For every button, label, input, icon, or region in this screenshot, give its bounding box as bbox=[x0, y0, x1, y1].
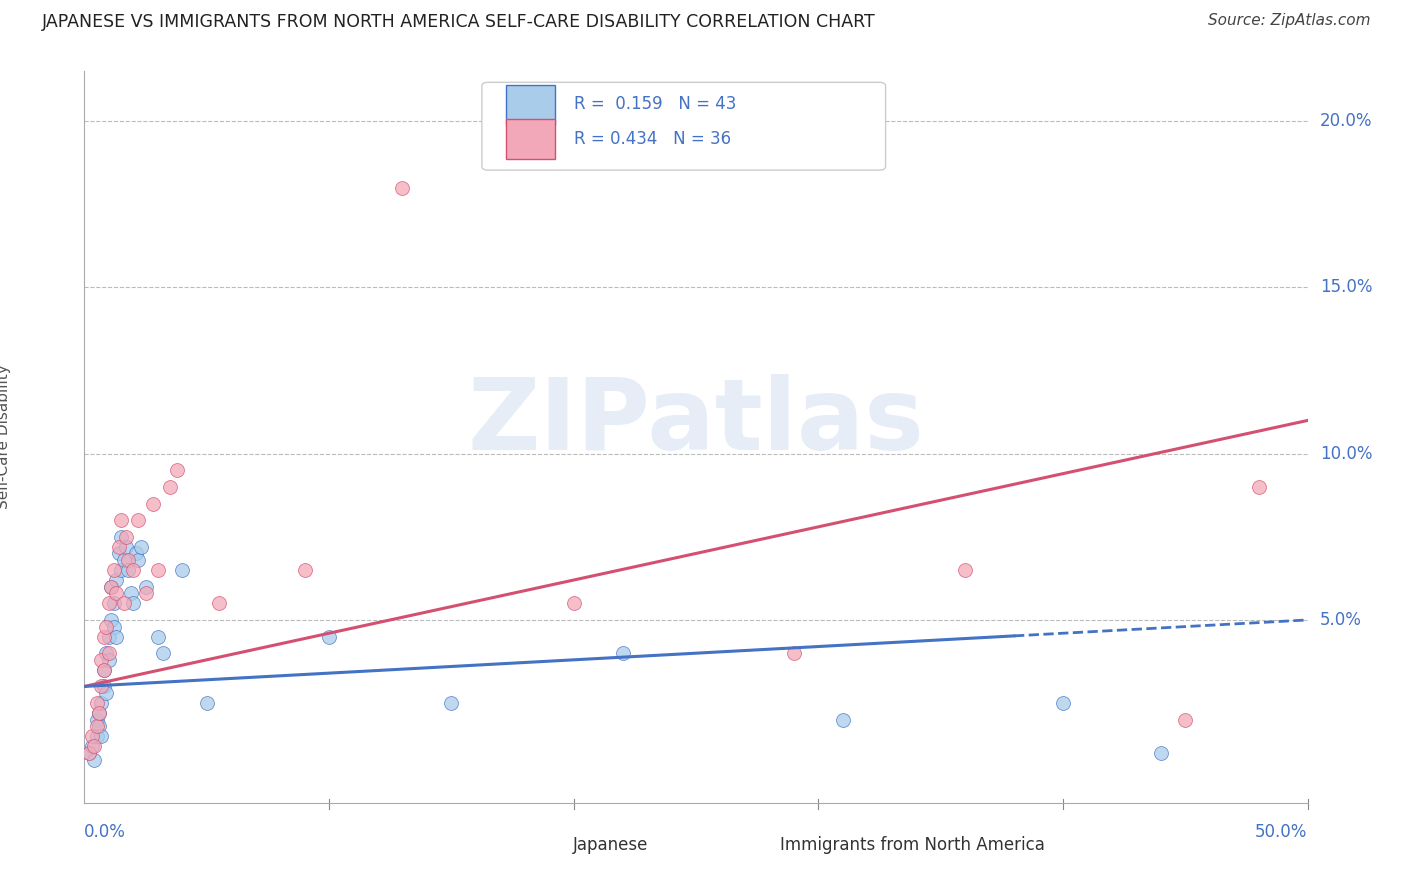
Bar bbox=[506, 85, 555, 125]
Point bbox=[90, 680, 112, 694]
Point bbox=[87, 706, 110, 720]
Point bbox=[122, 596, 145, 610]
Point bbox=[77, 746, 100, 760]
Point bbox=[90, 696, 112, 710]
FancyBboxPatch shape bbox=[482, 82, 886, 170]
Point bbox=[159, 480, 181, 494]
Text: 20.0%: 20.0% bbox=[1320, 112, 1372, 130]
Point bbox=[93, 680, 115, 694]
Point bbox=[172, 563, 194, 577]
Point bbox=[105, 630, 128, 644]
Point bbox=[195, 696, 218, 710]
Text: 10.0%: 10.0% bbox=[1320, 445, 1372, 463]
Point bbox=[96, 619, 118, 633]
Text: Immigrants from North America: Immigrants from North America bbox=[780, 836, 1045, 855]
Point bbox=[86, 696, 108, 710]
Point bbox=[166, 463, 188, 477]
Text: JAPANESE VS IMMIGRANTS FROM NORTH AMERICA SELF-CARE DISABILITY CORRELATION CHART: JAPANESE VS IMMIGRANTS FROM NORTH AMERIC… bbox=[42, 13, 876, 31]
Point bbox=[115, 530, 138, 544]
Point bbox=[103, 563, 125, 577]
Point bbox=[107, 540, 129, 554]
Point bbox=[105, 586, 128, 600]
Bar bbox=[727, 833, 766, 863]
Point bbox=[562, 596, 585, 610]
Point bbox=[93, 630, 115, 644]
Point bbox=[783, 646, 806, 660]
Point bbox=[115, 540, 138, 554]
Text: 15.0%: 15.0% bbox=[1320, 278, 1372, 296]
Point bbox=[107, 546, 129, 560]
Point bbox=[318, 630, 340, 644]
Point bbox=[117, 553, 139, 567]
Point bbox=[1247, 480, 1270, 494]
Text: 0.0%: 0.0% bbox=[84, 822, 127, 841]
Bar bbox=[519, 833, 558, 863]
Text: Source: ZipAtlas.com: Source: ZipAtlas.com bbox=[1208, 13, 1371, 29]
Point bbox=[80, 729, 103, 743]
Point bbox=[83, 739, 105, 754]
Point bbox=[440, 696, 463, 710]
Point bbox=[294, 563, 316, 577]
Point bbox=[146, 563, 169, 577]
Point bbox=[1174, 713, 1197, 727]
Point bbox=[96, 686, 118, 700]
Point bbox=[93, 663, 115, 677]
Point bbox=[97, 646, 120, 660]
Point bbox=[135, 580, 157, 594]
Point bbox=[122, 563, 145, 577]
Point bbox=[105, 573, 128, 587]
Point bbox=[100, 613, 122, 627]
Point bbox=[100, 580, 122, 594]
Point bbox=[110, 563, 132, 577]
Point bbox=[146, 630, 169, 644]
Point bbox=[96, 646, 118, 660]
Point bbox=[112, 596, 135, 610]
Point bbox=[93, 663, 115, 677]
Point bbox=[117, 563, 139, 577]
Point bbox=[152, 646, 174, 660]
Point bbox=[135, 586, 157, 600]
Point bbox=[1052, 696, 1074, 710]
Point bbox=[1150, 746, 1173, 760]
Point bbox=[77, 746, 100, 760]
Text: ZIPatlas: ZIPatlas bbox=[468, 374, 924, 471]
Point bbox=[110, 530, 132, 544]
Point bbox=[612, 646, 634, 660]
Bar bbox=[506, 120, 555, 160]
Point bbox=[129, 540, 152, 554]
Point bbox=[103, 596, 125, 610]
Text: Japanese: Japanese bbox=[572, 836, 648, 855]
Point bbox=[86, 729, 108, 743]
Point bbox=[120, 586, 142, 600]
Point bbox=[86, 713, 108, 727]
Text: 5.0%: 5.0% bbox=[1320, 611, 1361, 629]
Point bbox=[112, 553, 135, 567]
Point bbox=[110, 513, 132, 527]
Point bbox=[127, 513, 149, 527]
Point bbox=[97, 596, 120, 610]
Text: 50.0%: 50.0% bbox=[1256, 822, 1308, 841]
Point bbox=[87, 706, 110, 720]
Point bbox=[208, 596, 231, 610]
Point bbox=[90, 653, 112, 667]
Point bbox=[100, 580, 122, 594]
Point bbox=[391, 180, 413, 194]
Point bbox=[83, 753, 105, 767]
Point bbox=[953, 563, 976, 577]
Text: Self-Care Disability: Self-Care Disability bbox=[0, 365, 11, 509]
Text: R =  0.159   N = 43: R = 0.159 N = 43 bbox=[574, 95, 735, 113]
Point bbox=[90, 729, 112, 743]
Point bbox=[97, 630, 120, 644]
Point bbox=[80, 739, 103, 754]
Point bbox=[831, 713, 853, 727]
Text: R = 0.434   N = 36: R = 0.434 N = 36 bbox=[574, 130, 731, 148]
Point bbox=[142, 497, 165, 511]
Point bbox=[86, 719, 108, 733]
Point bbox=[127, 553, 149, 567]
Point bbox=[103, 619, 125, 633]
Point bbox=[125, 546, 148, 560]
Point bbox=[97, 653, 120, 667]
Point bbox=[87, 719, 110, 733]
